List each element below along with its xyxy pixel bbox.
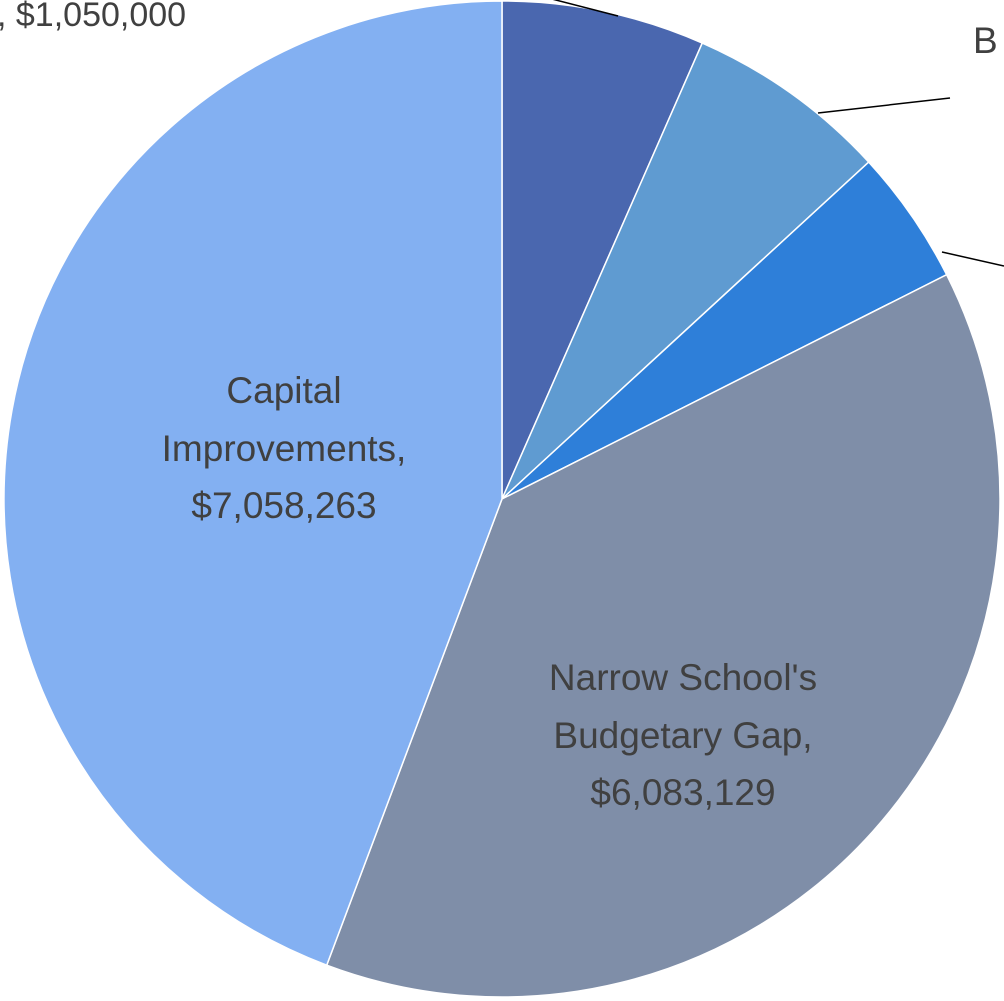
pie-slice-1 (501, 0, 704, 500)
label-capital-improvements: Capital Improvements, $7,058,263 (162, 370, 407, 526)
leader-line-slice-1 (552, 0, 619, 17)
pie-slice-2 (501, 42, 870, 500)
pie-slices (3, 0, 1001, 998)
label-narrow-line-3: $6,083,129 (590, 772, 775, 813)
label-capital-line-1: Capital (226, 370, 341, 411)
leader-line-slice-2 (817, 97, 951, 114)
label-narrow-line-2: Budgetary Gap, (553, 715, 812, 756)
pie-slice-5 (3, 0, 503, 967)
pie-slice-4 (325, 273, 1001, 998)
slice-labels: , $1,050,000 B Capital Improvements, $7,… (0, 0, 998, 813)
partial-label-top-left: , $1,050,000 (0, 0, 186, 34)
leader-lines (552, 0, 1004, 267)
partial-label-top-right: B (973, 20, 998, 61)
leader-line-slice-3 (941, 251, 1004, 267)
label-narrow-school-gap: Narrow School's Budgetary Gap, $6,083,12… (549, 657, 817, 813)
label-narrow-line-1: Narrow School's (549, 657, 817, 698)
label-capital-line-3: $7,058,263 (191, 485, 376, 526)
label-capital-line-2: Improvements, (162, 428, 407, 469)
